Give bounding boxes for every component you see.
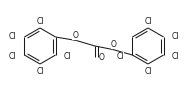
Text: O: O — [99, 53, 105, 61]
Text: Cl: Cl — [36, 66, 44, 76]
Text: Cl: Cl — [9, 52, 16, 61]
Text: Cl: Cl — [172, 52, 179, 61]
Text: Cl: Cl — [36, 16, 44, 25]
Text: Cl: Cl — [64, 52, 71, 61]
Text: Cl: Cl — [172, 32, 179, 40]
Text: Cl: Cl — [144, 66, 152, 76]
Text: Cl: Cl — [144, 16, 152, 25]
Text: O: O — [72, 31, 78, 40]
Text: O: O — [111, 40, 117, 49]
Text: Cl: Cl — [117, 52, 124, 61]
Text: Cl: Cl — [9, 32, 16, 40]
